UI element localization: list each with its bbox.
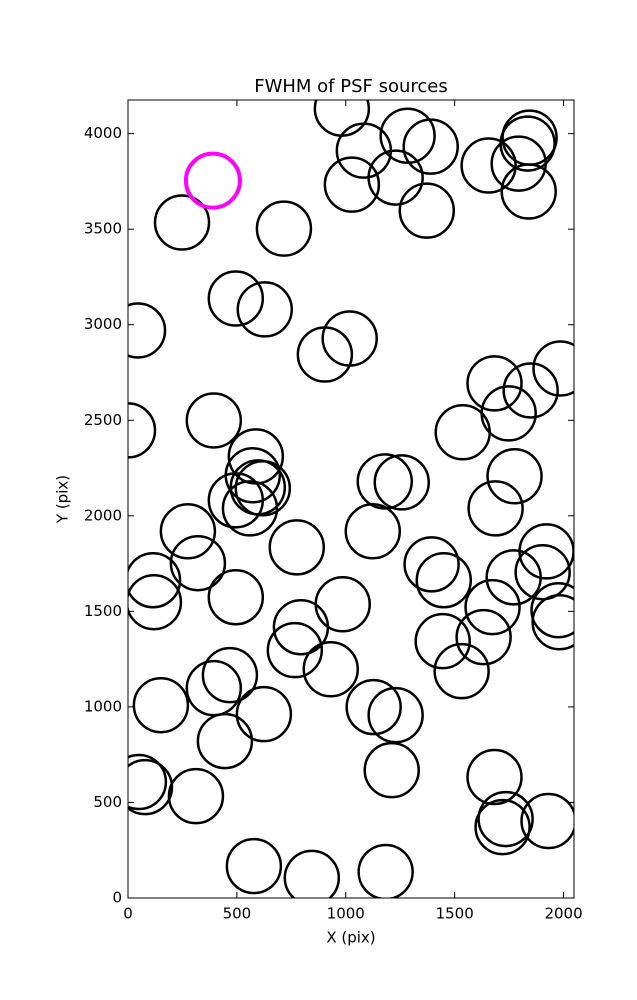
source-marker bbox=[467, 480, 524, 537]
source-marker bbox=[514, 543, 571, 601]
source-marker bbox=[356, 453, 414, 510]
source-marker bbox=[455, 608, 512, 666]
source-marker bbox=[415, 551, 473, 609]
source-marker bbox=[207, 568, 265, 626]
source-marker bbox=[357, 843, 414, 898]
source-marker bbox=[363, 741, 420, 799]
source-marker bbox=[302, 641, 359, 698]
source-marker bbox=[266, 621, 324, 679]
source-marker bbox=[272, 598, 330, 656]
source-marker bbox=[433, 642, 490, 700]
source-marker bbox=[367, 149, 424, 206]
source-marker bbox=[201, 646, 259, 704]
source-marker bbox=[477, 790, 534, 848]
source-marker bbox=[531, 594, 574, 651]
source-marker bbox=[128, 758, 174, 816]
source-marker bbox=[500, 163, 557, 220]
source-marker bbox=[196, 712, 254, 770]
source-marker bbox=[532, 340, 574, 397]
source-marker bbox=[398, 182, 456, 239]
source-marker bbox=[183, 151, 242, 210]
source-marker bbox=[474, 798, 531, 856]
source-marker bbox=[434, 404, 491, 461]
source-marker bbox=[403, 536, 460, 593]
source-marker bbox=[159, 503, 217, 560]
y-tick-label: 4000 bbox=[84, 124, 122, 142]
source-marker bbox=[207, 270, 265, 327]
y-tick-label: 1000 bbox=[84, 697, 122, 715]
y-tick-label: 0 bbox=[112, 889, 122, 907]
source-marker bbox=[128, 302, 167, 359]
source-marker bbox=[520, 792, 574, 850]
source-marker bbox=[153, 194, 211, 251]
source-marker bbox=[128, 753, 168, 811]
source-marker bbox=[344, 503, 402, 560]
chart-title: FWHM of PSF sources bbox=[254, 76, 448, 97]
y-tick-label: 2500 bbox=[84, 411, 122, 429]
x-tick-label: 1000 bbox=[327, 905, 365, 923]
source-marker bbox=[255, 200, 313, 257]
x-axis-label: X (pix) bbox=[326, 929, 375, 947]
source-marker bbox=[128, 402, 157, 459]
x-tick-label: 2000 bbox=[544, 905, 582, 923]
y-tick-label: 1500 bbox=[84, 602, 122, 620]
y-tick-label: 2000 bbox=[84, 506, 122, 524]
source-marker bbox=[490, 135, 547, 192]
x-tick-label: 1500 bbox=[436, 905, 474, 923]
source-marker bbox=[128, 573, 183, 631]
source-marker bbox=[167, 767, 225, 825]
source-marker bbox=[207, 472, 265, 529]
plot-frame bbox=[127, 99, 575, 899]
source-marker bbox=[373, 454, 430, 511]
source-marker bbox=[502, 362, 559, 419]
source-marker bbox=[132, 676, 190, 734]
x-tick-label: 500 bbox=[223, 905, 252, 923]
source-marker bbox=[485, 549, 542, 606]
source-marker bbox=[221, 480, 279, 537]
source-marker bbox=[128, 551, 182, 609]
source-marker bbox=[296, 326, 354, 383]
source-marker bbox=[402, 118, 459, 175]
source-marker bbox=[466, 355, 523, 412]
source-marker bbox=[283, 849, 341, 898]
y-axis-label: Y (pix) bbox=[54, 475, 72, 524]
source-marker bbox=[268, 519, 326, 576]
y-tick-label: 3000 bbox=[84, 315, 122, 333]
source-marker bbox=[169, 534, 227, 592]
source-marker bbox=[225, 837, 283, 895]
source-marker bbox=[185, 392, 243, 449]
source-marker bbox=[460, 137, 517, 194]
source-marker bbox=[414, 612, 471, 670]
source-marker bbox=[367, 686, 424, 744]
source-marker bbox=[235, 685, 293, 743]
x-tick-label: 0 bbox=[123, 905, 133, 923]
source-marker bbox=[464, 578, 521, 636]
source-marker bbox=[345, 678, 402, 736]
source-marker bbox=[530, 581, 574, 639]
y-tick-label: 500 bbox=[93, 793, 122, 811]
source-marker bbox=[236, 281, 294, 338]
source-marker bbox=[323, 156, 381, 213]
y-tick-label: 3500 bbox=[84, 220, 122, 238]
source-marker bbox=[234, 460, 292, 517]
source-marker bbox=[486, 448, 543, 505]
source-marker bbox=[466, 748, 523, 806]
